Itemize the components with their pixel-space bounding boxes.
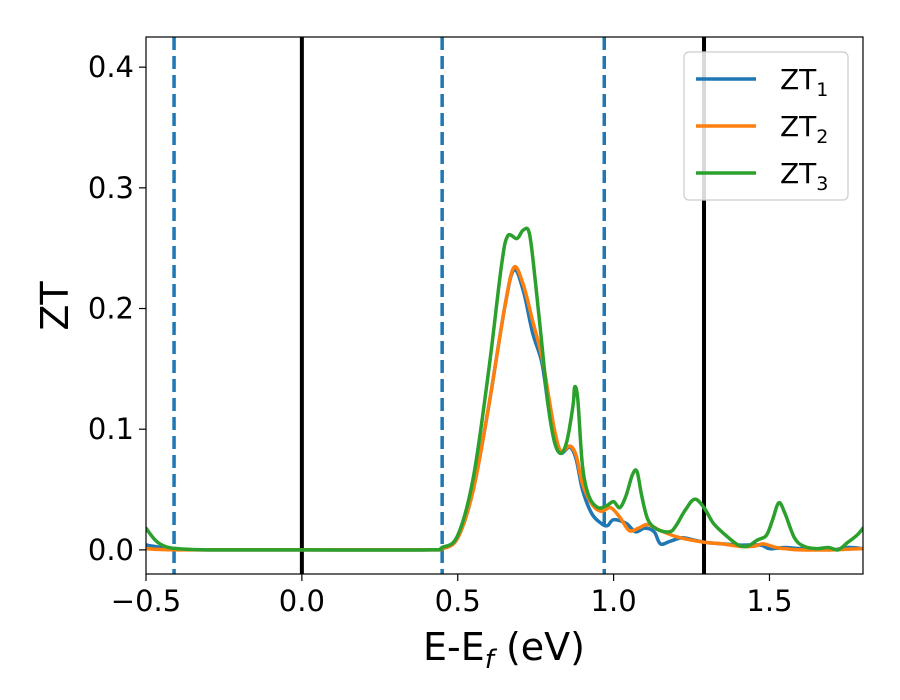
- x-axis-title-main: E-E: [423, 625, 485, 669]
- legend-label-subscript: 3: [816, 173, 828, 195]
- legend-label-zt1: ZT1: [780, 63, 828, 101]
- x-tick-label: 0.5: [435, 584, 481, 618]
- legend-label-main: ZT: [780, 63, 817, 96]
- y-axis: 0.0 0.1 0.2 0.3 0.4: [88, 50, 146, 567]
- x-axis: −0.5 0.0 0.5 1.0 1.5: [111, 574, 793, 618]
- legend-box: [683, 51, 849, 201]
- legend-label-subscript: 1: [816, 79, 828, 101]
- series-line-zt3: [146, 226, 863, 552]
- x-tick-label: 0.0: [279, 584, 325, 618]
- legend-label-zt2: ZT2: [780, 110, 828, 148]
- y-tick-label: 0.2: [88, 292, 134, 326]
- series-layer: [146, 226, 863, 552]
- y-tick-label: 0.4: [88, 50, 134, 84]
- y-tick-label: 0.3: [88, 171, 134, 205]
- x-tick-label: 1.0: [591, 584, 637, 618]
- x-tick-label: 1.5: [746, 584, 792, 618]
- legend-label-subscript: 2: [816, 126, 828, 148]
- x-axis-title-unit: (eV): [494, 625, 585, 669]
- legend-label-zt3: ZT3: [780, 157, 828, 195]
- y-tick-label: 0.1: [88, 412, 134, 446]
- plot-frame: [145, 36, 864, 575]
- y-tick-label: 0.0: [88, 533, 134, 567]
- x-tick-label: −0.5: [111, 584, 181, 618]
- legend-label-main: ZT: [780, 157, 817, 190]
- legend-label-main: ZT: [780, 110, 817, 143]
- x-axis-title: E-Ef (eV): [423, 625, 585, 675]
- y-axis-title: ZT: [33, 281, 77, 331]
